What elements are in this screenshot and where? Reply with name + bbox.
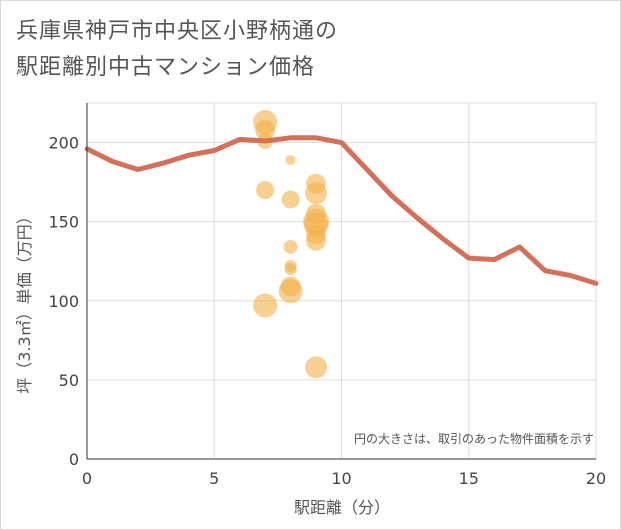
x-axis-title: 駅距離（分） [294, 498, 390, 517]
scatter-point [256, 181, 275, 200]
x-tick-label: 20 [586, 469, 606, 488]
price-line [84, 135, 599, 286]
y-tick-label: 200 [48, 134, 79, 153]
x-tick-label: 5 [209, 469, 219, 488]
scatter-point [285, 154, 296, 165]
chart-title-line2: 駅距離別中古マンション価格 [16, 55, 316, 80]
y-tick-label: 100 [48, 292, 79, 311]
scatter-point [284, 263, 297, 276]
scatter-point [253, 293, 278, 318]
y-tick-label: 150 [48, 213, 79, 232]
scatter-point [283, 239, 298, 254]
price-trend-line [84, 135, 599, 286]
scatter-point [305, 182, 328, 205]
x-tick-label: 10 [331, 469, 351, 488]
scatter-point [306, 230, 327, 251]
scatter-point [305, 356, 328, 379]
size-note: 円の大きさは、取引のあった物件面積を示す [354, 431, 594, 446]
scatter-point [281, 190, 300, 209]
y-axis-title: 坪（3.3㎡）単価（万円） [15, 208, 34, 393]
y-tick-label: 0 [69, 450, 79, 469]
y-tick-label: 50 [59, 371, 79, 390]
chart-title: 兵庫県神戸市中央区小野柄通の 駅距離別中古マンション価格 [16, 14, 596, 86]
scatter-point [278, 279, 303, 304]
x-tick-label: 0 [82, 469, 92, 488]
chart-title-line1: 兵庫県神戸市中央区小野柄通の [16, 19, 339, 44]
scatter-points [253, 109, 330, 379]
axes: 0 50 100 150 200 0 5 10 15 20 [48, 103, 606, 488]
grid [86, 102, 597, 460]
x-tick-label: 15 [459, 469, 479, 488]
